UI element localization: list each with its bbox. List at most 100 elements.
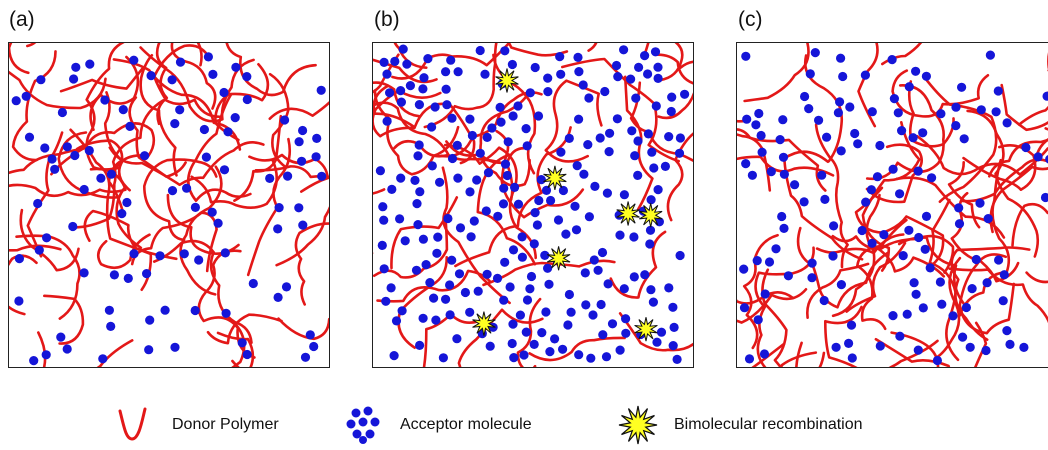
acceptor-molecule [615,345,625,355]
acceptor-molecule [219,165,230,175]
acceptor-molecule [175,57,186,67]
recombination-star [616,201,640,226]
acceptor-molecule [170,342,180,352]
acceptor-molecule [106,169,116,179]
acceptor-molecule [179,249,189,259]
donor-polymer-chain [479,91,531,188]
acceptor-molecule [309,341,319,352]
acceptor-molecule [634,62,644,72]
acceptor-molecule [460,287,470,298]
acceptor-molecule [433,232,443,242]
acceptor-molecule [496,117,506,127]
acceptor-molecule [493,211,503,221]
recombination-star [639,203,663,228]
acceptor-molecule [533,111,544,121]
acceptor-molecule [983,214,993,224]
donor-polymer-chain [57,131,121,199]
acceptor-molecule [305,330,315,340]
acceptor-molecule [106,321,116,331]
acceptor-molecule [647,147,657,157]
acceptor-molecule [586,353,596,363]
acceptor-molecule [507,59,517,70]
acceptor-molecule [418,84,428,94]
acceptor-molecule [739,264,749,274]
acceptor-molecule [62,142,72,152]
acceptor-molecule [42,233,52,243]
donor-polymer-chain [206,313,283,345]
acceptor-molecule [155,251,165,261]
acceptor-molecule [833,108,843,118]
acceptor-molecule [558,344,568,354]
acceptor-molecule [888,164,898,174]
donor-polymer-chain [856,218,908,331]
acceptor-molecule [836,280,846,290]
acceptor-molecule [961,302,971,313]
acceptor-molecule [819,295,829,306]
donor-polymer-icon [118,407,147,441]
donor-polymer-chain [618,312,693,352]
acceptor-molecule [466,232,476,242]
acceptor-molecule [144,345,154,355]
donor-polymer-chain [197,249,256,359]
acceptor-molecule [223,127,233,137]
acceptor-molecule [129,249,139,259]
donor-polymer-chain [743,43,810,103]
acceptor-molecule [283,171,293,181]
acceptor-molecule [918,128,928,138]
acceptor-molecule [650,47,661,57]
acceptor-molecule [571,225,582,235]
acceptor-molecule [79,268,89,278]
panel-c-label: (c) [738,8,763,31]
donor-polymer-chain [373,101,453,163]
acceptor-molecule [24,132,35,142]
donor-polymer-chain [15,234,81,320]
acceptor-molecule [544,279,554,289]
acceptor-molecule [498,199,509,209]
acceptor-molecule [958,332,968,342]
acceptor-molecule [981,345,991,356]
acceptor-molecule [752,256,762,266]
acceptor-molecule [482,132,492,142]
acceptor-molecule [175,105,185,115]
acceptor-molecule [473,286,483,296]
legend: Donor Polymer Acceptor molecule Bimolecu… [0,402,1048,448]
donor-polymer-chain [761,268,826,367]
acceptor-molecule [536,175,546,185]
acceptor-molecule [68,221,78,232]
acceptor-molecule [280,115,290,125]
acceptor-molecule [872,172,883,182]
acceptor-molecule [991,107,1001,117]
acceptor-molecule [927,173,937,183]
donor-polymer-chain [806,262,870,319]
acceptor-molecule [590,181,600,191]
donor-polymer-chain [268,101,329,120]
acceptor-molecule [861,197,871,207]
acceptor-molecule [21,91,31,101]
acceptor-molecule [556,147,566,157]
acceptor-molecule [517,232,527,242]
acceptor-molecule [867,238,877,248]
acceptor-molecule [889,94,899,104]
acceptor-molecule [751,120,761,130]
acceptor-molecule [418,313,428,323]
acceptor-molecule [36,75,46,85]
acceptor-molecule [298,125,308,136]
donor-polymer-chain [373,81,421,118]
acceptor-molecule [421,260,431,270]
acceptor-molecule [908,133,918,143]
acceptor-molecule [71,62,81,72]
recombination-star [543,165,567,191]
acceptor-molecule [382,116,392,126]
donor-polymer-chain [506,43,569,57]
acceptor-molecule [530,208,540,218]
acceptor-molecule [510,182,520,192]
acceptor-molecule [836,146,846,156]
acceptor-molecule [311,152,321,162]
acceptor-molecule [771,244,781,254]
legend-donor-item: Donor Polymer [112,402,279,448]
donor-polymer-chain [916,135,1048,176]
donor-polymer-chain [443,143,537,260]
acceptor-molecule [605,128,615,138]
donor-polymer-chain [9,254,38,316]
acceptor-molecule [766,167,776,177]
